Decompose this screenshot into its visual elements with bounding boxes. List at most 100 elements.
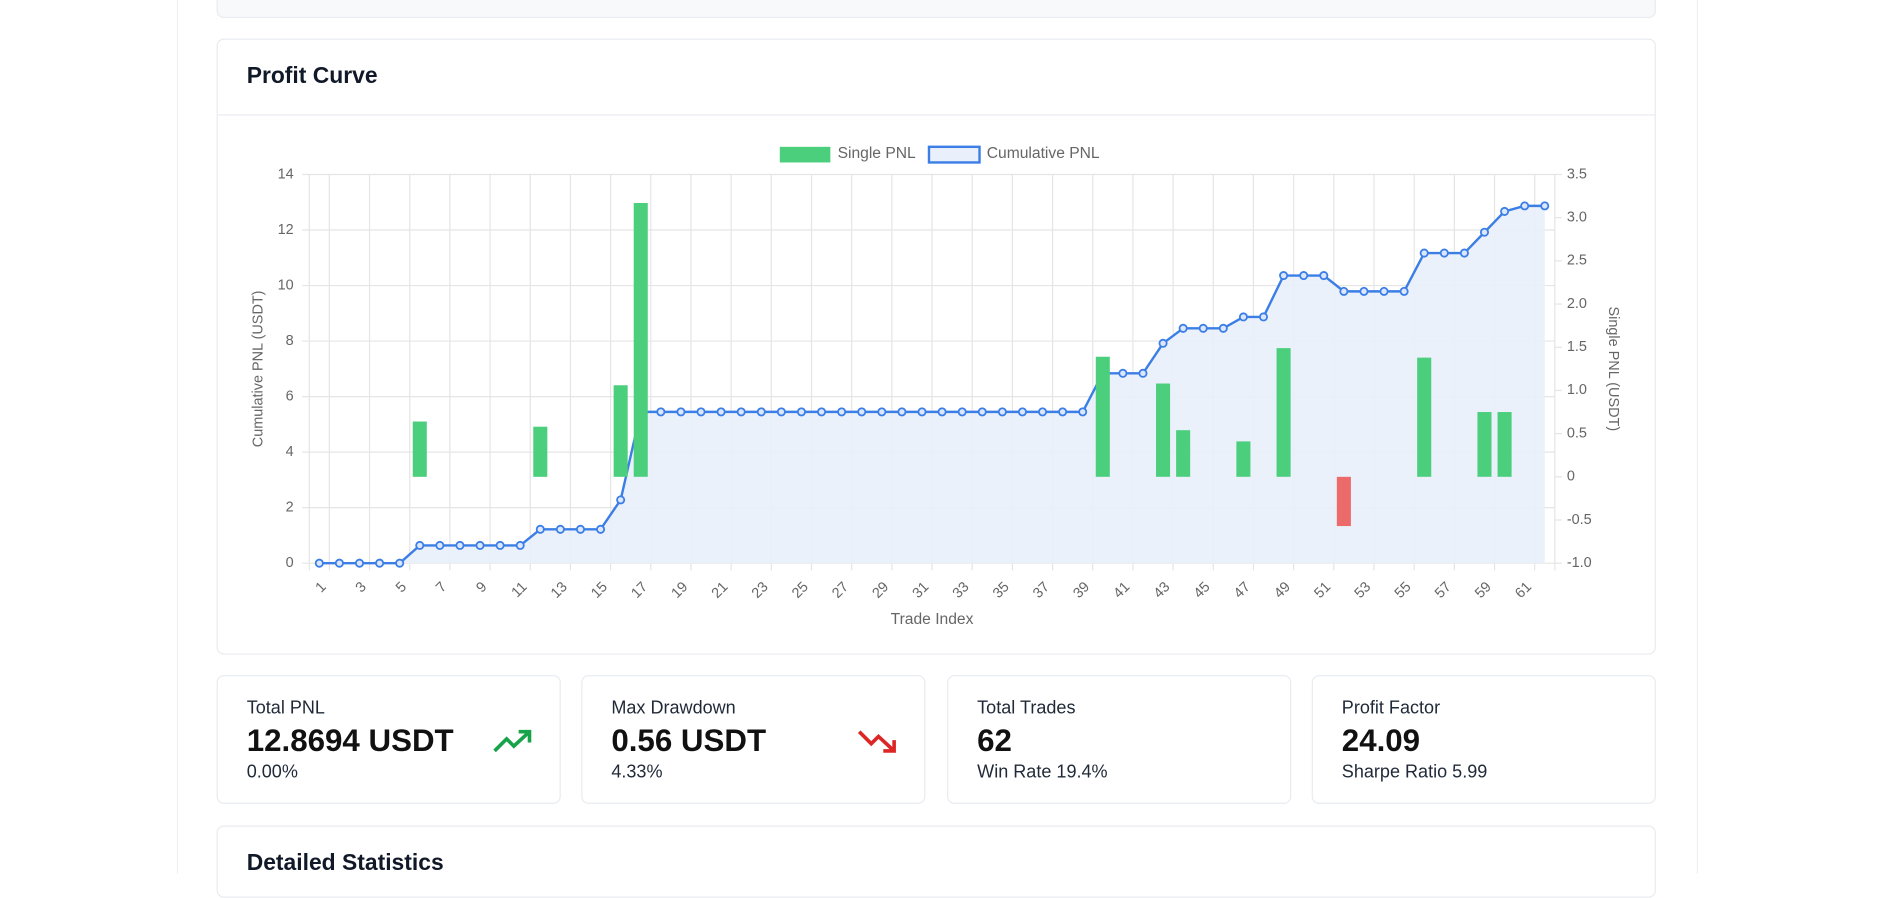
point — [1479, 227, 1489, 237]
stat-label: Profit Factor — [1341, 697, 1441, 719]
x-tick-label: 39 — [1070, 579, 1093, 602]
y-axis-title: Cumulative PNL (USDT) — [251, 290, 267, 447]
x-tick-label: 41 — [1111, 579, 1134, 602]
stat-value: 62 — [977, 722, 1012, 759]
x-tick-label: 1 — [313, 579, 330, 596]
bar — [1095, 356, 1110, 477]
point — [1419, 248, 1429, 258]
details-title: Detailed Statistics — [246, 850, 444, 877]
point — [1540, 201, 1550, 211]
legend-swatch — [779, 146, 831, 163]
point — [535, 524, 545, 534]
y-tick-label: 4 — [286, 444, 294, 460]
point — [555, 524, 565, 534]
point — [817, 407, 827, 417]
y-tick-label: 8 — [286, 333, 294, 349]
stat-value: 0.56 USDT — [611, 722, 767, 759]
point — [415, 540, 425, 550]
stat-card: Profit Factor 24.09 Sharpe Ratio 5.99 — [1311, 675, 1656, 804]
stat-sub: 4.33% — [611, 761, 663, 783]
y2-tick-label: 3.5 — [1567, 166, 1587, 182]
x-tick-label: 53 — [1352, 579, 1375, 602]
point — [334, 558, 344, 568]
bar — [1497, 412, 1512, 477]
point — [977, 407, 987, 417]
stat-sub: Win Rate 19.4% — [977, 761, 1108, 783]
trend-up-icon — [493, 729, 532, 753]
x-tick-label: 15 — [588, 579, 611, 602]
y-tick-label: 0 — [286, 555, 294, 571]
point — [575, 524, 585, 534]
legend-swatch — [927, 145, 981, 164]
point — [1158, 338, 1168, 348]
x-tick-label: 43 — [1151, 579, 1174, 602]
x-tick-label: 55 — [1392, 579, 1415, 602]
bar — [633, 202, 648, 477]
point — [917, 407, 927, 417]
x-tick-label: 59 — [1472, 579, 1495, 602]
point — [1118, 368, 1128, 378]
y-tick-label: 2 — [286, 499, 294, 515]
point — [375, 558, 385, 568]
point — [495, 540, 505, 550]
point — [877, 407, 887, 417]
point — [1339, 286, 1349, 296]
x-tick-label: 3 — [353, 579, 370, 596]
stat-card: Total Trades 62 Win Rate 19.4% — [947, 675, 1292, 804]
point — [354, 558, 365, 568]
trend-down-icon — [857, 730, 896, 753]
y2-tick-label: -1.0 — [1567, 555, 1592, 571]
x-tick-label: 7 — [433, 579, 450, 596]
point — [475, 540, 485, 550]
legend-label: Cumulative PNL — [987, 145, 1100, 162]
point — [455, 540, 465, 550]
point — [395, 558, 405, 568]
point — [736, 407, 746, 417]
stat-value: 12.8694 USDT — [246, 722, 454, 759]
y2-tick-label: 0 — [1567, 469, 1575, 485]
point — [596, 524, 606, 534]
point — [1078, 407, 1088, 417]
point — [616, 495, 626, 505]
point — [435, 540, 445, 550]
point — [857, 407, 867, 417]
bar — [1236, 441, 1251, 477]
x-tick-label: 29 — [869, 579, 892, 602]
x-tick-label: 11 — [509, 579, 531, 601]
point — [1319, 271, 1329, 281]
point — [716, 407, 726, 417]
x-tick-label: 9 — [473, 579, 490, 596]
details-card: Detailed Statistics — [216, 825, 1656, 898]
bar — [613, 385, 628, 477]
bar — [1276, 348, 1291, 477]
x-tick-label: 35 — [990, 579, 1013, 602]
bar — [1156, 383, 1171, 477]
y2-tick-label: 2.5 — [1567, 253, 1587, 269]
x-tick-label: 47 — [1231, 579, 1254, 602]
y-tick-label: 14 — [278, 166, 294, 182]
previous-card — [216, 0, 1656, 19]
y2-tick-label: 0.5 — [1567, 425, 1587, 441]
point — [1439, 248, 1449, 258]
x-tick-label: 61 — [1512, 579, 1535, 602]
y2-tick-label: 3.0 — [1567, 209, 1587, 225]
viewport: Profit Curve 0 2 4 6 8 10 12 14 -1.0 -0.5 0 0.5 1.0 1… — [176, 0, 1698, 898]
x-tick-label: 5 — [393, 579, 410, 596]
stat-label: Max Drawdown — [611, 697, 736, 719]
point — [837, 407, 847, 417]
y2-tick-label: 2.0 — [1567, 296, 1587, 312]
point — [937, 407, 947, 417]
x-tick-label: 17 — [628, 579, 651, 602]
point — [1017, 407, 1027, 417]
bar — [1336, 476, 1351, 527]
x-tick-label: 13 — [548, 579, 571, 602]
point — [676, 407, 686, 417]
point — [515, 540, 525, 550]
point — [1279, 271, 1289, 281]
y2-tick-label: -0.5 — [1567, 512, 1592, 528]
point — [997, 407, 1007, 417]
point — [1058, 407, 1068, 417]
stat-icon — [492, 727, 533, 762]
divider — [217, 114, 1655, 116]
stat-card: Total PNL 12.8694 USDT 0.00% — [216, 675, 561, 804]
